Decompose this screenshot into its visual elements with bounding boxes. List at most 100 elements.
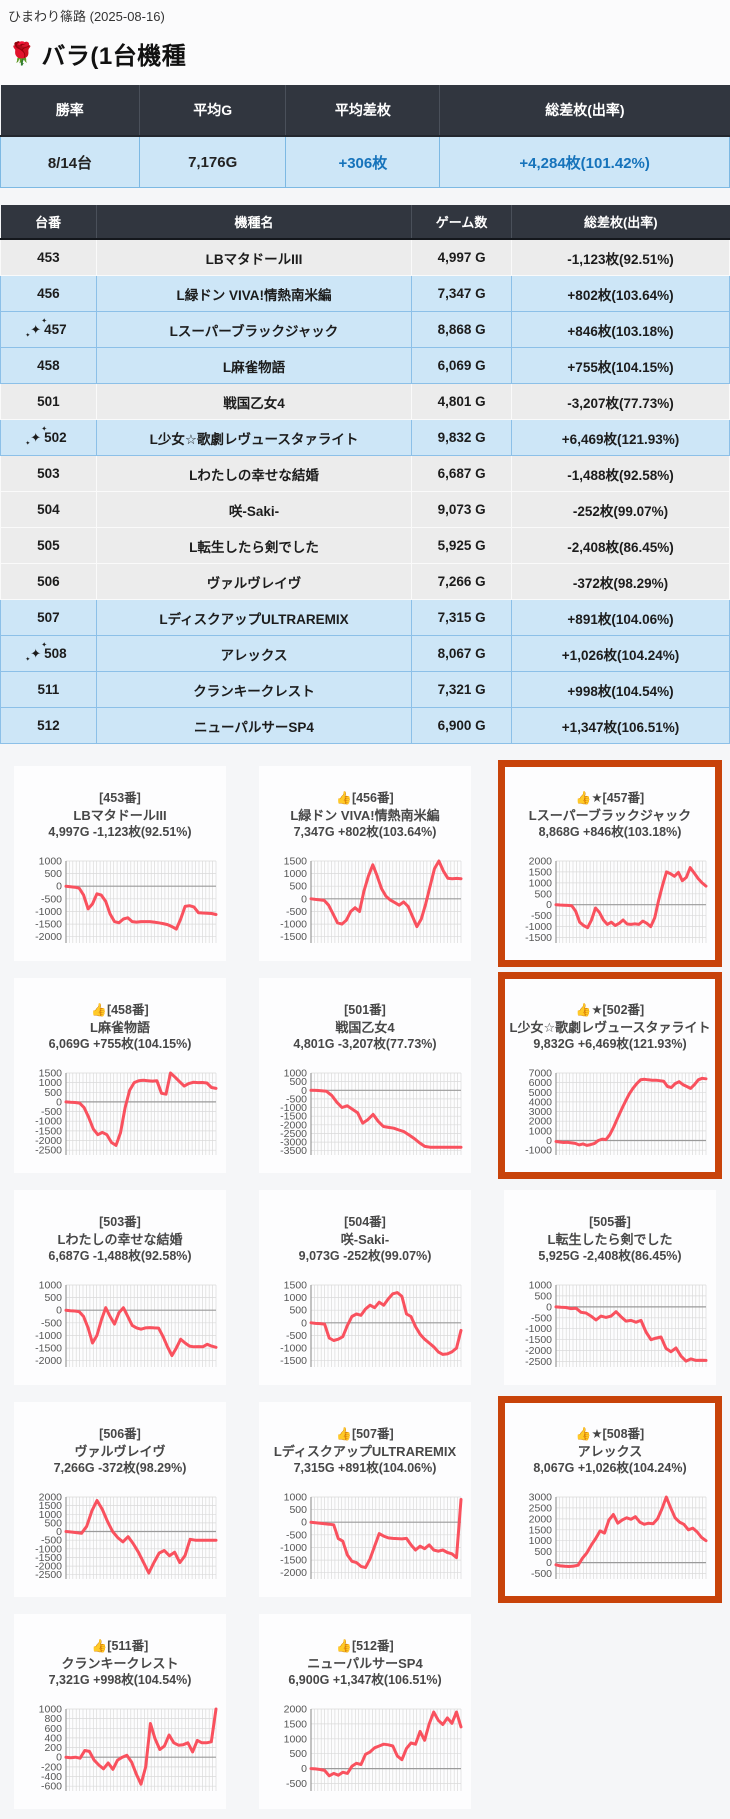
machine-games: 7,347 G: [411, 275, 513, 312]
machine-name: LディスクアップULTRAREMIX: [95, 599, 413, 636]
machine-number: 511: [0, 671, 97, 708]
svg-text:-500: -500: [531, 910, 552, 922]
svg-text:-1500: -1500: [280, 1555, 307, 1567]
chart-machine-stats: 5,925G -2,408枚(86.45%): [538, 1249, 682, 1264]
svg-text:2000: 2000: [284, 1704, 308, 1716]
svg-text:-2500: -2500: [280, 1128, 307, 1140]
svg-text:-1500: -1500: [280, 1111, 307, 1123]
svg-text:-2000: -2000: [35, 1561, 62, 1573]
table-row: ✦ ✦ ✦ 502 L少女☆歌劇レヴュースタァライト 9,832 G +6,469枚(…: [0, 419, 730, 456]
svg-text:1000: 1000: [284, 1068, 308, 1080]
machine-chart-card-505: [505番] L転生したら剣でした 5,925G -2,408枚(86.45%)…: [504, 1190, 716, 1385]
summary-col-header: 総差枚(出率): [439, 85, 730, 137]
summary-value-row: 8/14台 7,176G +306枚 +4,284枚(101.42%): [0, 135, 730, 188]
chart-machine-name: ニューパルサーSP4: [307, 1655, 423, 1671]
chart-card-title: 👍[512番] ニューパルサーSP4 6,900G +1,347枚(106.51…: [288, 1638, 441, 1689]
svg-text:500: 500: [44, 868, 62, 880]
machine-name: ニューパルサーSP4: [95, 707, 413, 744]
chart-card-title: [501番] 戦国乙女4 4,801G -3,207枚(77.73%): [293, 1002, 436, 1053]
svg-text:-500: -500: [286, 1330, 307, 1342]
svg-text:-1500: -1500: [280, 1355, 307, 1367]
machine-number: 501: [0, 383, 97, 420]
badge-icons: 👍: [336, 1427, 352, 1441]
svg-text:-500: -500: [41, 1106, 62, 1118]
svg-text:500: 500: [289, 881, 307, 893]
svg-text:-1000: -1000: [280, 919, 307, 931]
badge-icons: 👍: [91, 1639, 108, 1653]
svg-text:1500: 1500: [284, 1280, 308, 1292]
badge-icons: 👍★: [575, 791, 603, 805]
machine-number: 453: [0, 238, 97, 276]
machine-chart-card-504: [504番] 咲-Saki- 9,073G -252枚(99.07%) 1500…: [259, 1190, 471, 1385]
chart-card-title: 👍[507番] LディスクアップULTRAREMIX 7,315G +891枚(…: [274, 1426, 456, 1477]
svg-text:1500: 1500: [39, 1500, 63, 1512]
summary-col-header: 勝率: [0, 85, 140, 137]
machine-chart-card-456: 👍[456番] L緑ドン VIVA!情熱南米編 7,347G +802枚(103…: [259, 766, 471, 961]
svg-text:500: 500: [289, 1504, 307, 1516]
chart-card-title: [504番] 咲-Saki- 9,073G -252枚(99.07%): [299, 1214, 432, 1265]
machine-name: L少女☆歌劇レヴュースタァライト: [95, 419, 413, 456]
machine-games: 8,868 G: [411, 311, 513, 348]
sparkle-icon: ✦ ✦ ✦: [25, 426, 48, 447]
chart-machine-name: L麻雀物語: [90, 1019, 150, 1035]
svg-text:3000: 3000: [529, 1106, 553, 1118]
chart-machine-name: L少女☆歌劇レヴュースタァライト: [509, 1019, 711, 1035]
chart-machine-stats: 4,997G -1,123枚(92.51%): [48, 825, 192, 840]
svg-text:-1000: -1000: [525, 1145, 552, 1157]
machine-diff: +755枚(104.15%): [511, 347, 730, 384]
svg-text:500: 500: [289, 1305, 307, 1317]
machine-diff: -1,488枚(92.58%): [511, 455, 730, 492]
machine-diff: -372枚(98.29%): [511, 563, 730, 600]
svg-text:-1500: -1500: [35, 1126, 62, 1138]
chart-card-title: 👍[456番] L緑ドン VIVA!情熱南米編 7,347G +802枚(103…: [290, 790, 439, 841]
table-row: 503 Lわたしの幸せな結婚 6,687 G -1,488枚(92.58%): [0, 455, 730, 492]
machine-diff: -1,123枚(92.51%): [511, 238, 730, 276]
chart-machine-stats: 8,067G +1,026枚(104.24%): [533, 1461, 687, 1476]
chart-machine-name: 戦国乙女4: [335, 1019, 395, 1035]
svg-text:0: 0: [301, 1085, 307, 1097]
chart-box: 1500 1000 500 0 -500 -1000 -1500 -2000 -2500: [20, 1067, 220, 1169]
chart-machine-stats: 4,801G -3,207枚(77.73%): [293, 1037, 437, 1052]
svg-text:-2500: -2500: [35, 1569, 62, 1581]
machine-name: アレックス: [95, 635, 413, 672]
chart-machine-stats: 7,315G +891枚(104.06%): [293, 1461, 437, 1476]
svg-text:-1500: -1500: [35, 919, 62, 931]
svg-text:0: 0: [301, 1517, 307, 1529]
chart-machine-stats: 9,832G +6,469枚(121.93%): [533, 1037, 687, 1052]
svg-text:-2500: -2500: [35, 1145, 62, 1157]
svg-text:-500: -500: [531, 1313, 552, 1325]
svg-text:7000: 7000: [529, 1068, 553, 1080]
svg-text:2000: 2000: [529, 1514, 553, 1526]
svg-text:1500: 1500: [39, 1068, 63, 1080]
section-heading: 🌹 バラ(1台機種: [0, 28, 730, 85]
svg-text:-1000: -1000: [525, 921, 552, 933]
svg-text:-1000: -1000: [35, 1330, 62, 1342]
svg-text:1000: 1000: [39, 1509, 63, 1521]
machine-number: 458: [0, 347, 97, 384]
chart-card-title: [505番] L転生したら剣でした 5,925G -2,408枚(86.45%): [538, 1214, 681, 1265]
chart-machine-name: Lわたしの幸せな結婚: [57, 1231, 183, 1247]
svg-text:0: 0: [546, 899, 552, 911]
chart-card-title: 👍[511番] クランキークレスト 7,321G +998枚(104.54%): [49, 1638, 192, 1689]
chart-machine-number: 👍★[508番]: [575, 1427, 645, 1441]
machine-chart-card-508: 👍★[508番] アレックス 8,067G +1,026枚(104.24%) 3…: [498, 1396, 722, 1603]
machine-name: 咲-Saki-: [95, 491, 413, 528]
table-col-header: 総差枚(出率): [511, 205, 730, 240]
table-row: ✦ ✦ ✦ 508 アレックス 8,067 G +1,026枚(104.24%): [0, 635, 730, 672]
chart-box: 1500 1000 500 0 -500 -1000 -1500: [265, 1279, 465, 1381]
chart-machine-number: 👍[456番]: [336, 791, 394, 805]
machine-chart-card-457: 👍★[457番] Lスーパーブラックジャック 8,868G +846枚(103.…: [498, 760, 722, 967]
table-row: ✦ ✦ ✦ 457 Lスーパーブラックジャック 8,868 G +846枚(103.1…: [0, 311, 730, 348]
machine-diff: +891枚(104.06%): [511, 599, 730, 636]
svg-text:-1500: -1500: [525, 1334, 552, 1346]
table-col-header: ゲーム数: [411, 205, 512, 240]
summary-col-header: 平均G: [138, 85, 286, 137]
badge-icons: 👍: [336, 791, 352, 805]
machine-name: Lわたしの幸せな結婚: [95, 455, 413, 492]
